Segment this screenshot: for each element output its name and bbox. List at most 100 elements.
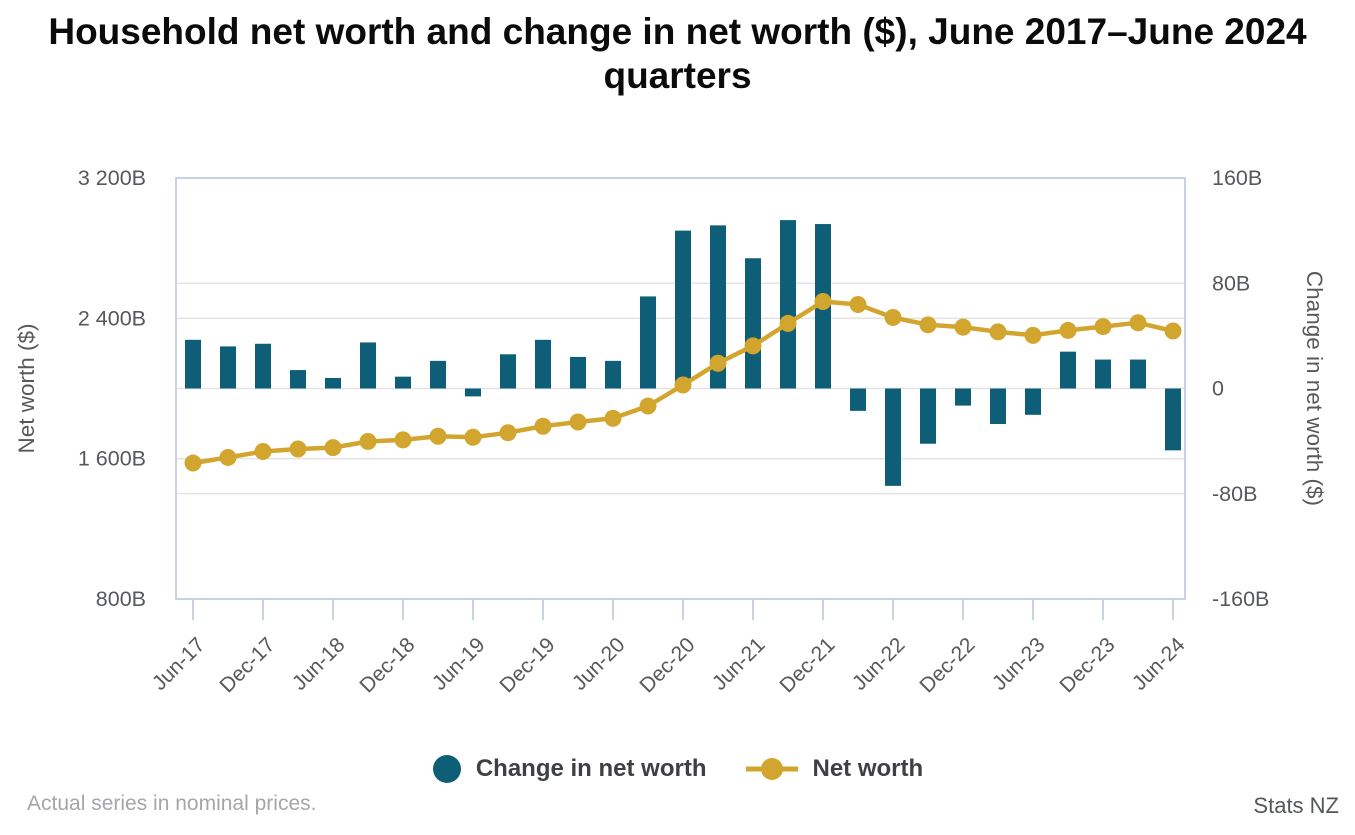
net-worth-point-Jun-23 [1024, 326, 1042, 344]
chart-title-line2: quarters [603, 55, 752, 96]
net-worth-point-Sep-18 [359, 432, 377, 450]
legend-line-swatch-icon [745, 758, 798, 780]
net-worth-point-Dec-21 [814, 292, 832, 310]
net-worth-point-Jun-19 [464, 428, 482, 446]
bar-Sep-21 [780, 220, 796, 389]
bar-Jun-22 [885, 388, 901, 486]
x-tick-label-Dec-17: Dec-17 [215, 633, 279, 697]
x-tick-label-Jun-20: Jun-20 [568, 633, 630, 695]
x-tick-label-Jun-23: Jun-23 [988, 633, 1050, 695]
net-worth-point-Sep-19 [499, 424, 517, 442]
left-axis-title: Net worth ($) [14, 323, 39, 453]
legend-bar-swatch-icon [432, 755, 461, 783]
bar-Mar-23 [990, 388, 1006, 425]
net-worth-point-Jun-22 [884, 308, 902, 326]
net-worth-point-Dec-20 [674, 376, 692, 394]
chart-title-line1: Household net worth and change in net wo… [48, 11, 1307, 52]
net-worth-point-Dec-23 [1094, 318, 1112, 336]
bar-Jun-24 [1165, 388, 1181, 451]
right-axis-title: Change in net worth ($) [1302, 271, 1327, 506]
chart-title: Household net worth and change in net wo… [0, 10, 1355, 98]
bar-Sep-17 [220, 346, 236, 389]
y-left-tick-label-3200: 3 200B [78, 166, 146, 190]
bar-Sep-22 [920, 388, 936, 444]
net-worth-point-Mar-21 [709, 354, 727, 372]
x-tick-label-Jun-21: Jun-21 [708, 633, 770, 695]
net-worth-point-Mar-24 [1129, 314, 1147, 332]
x-tick-label-Dec-18: Dec-18 [355, 633, 419, 697]
y-left-tick-label-2400: 2 400B [78, 306, 146, 330]
bar-Mar-24 [1130, 359, 1146, 389]
y-right-tick-label-160: 160B [1212, 166, 1262, 190]
net-worth-point-Sep-20 [639, 397, 657, 415]
bar-Mar-18 [290, 370, 306, 389]
net-worth-point-Jun-20 [604, 409, 622, 427]
legend-label-change-in-net-worth: Change in net worth [475, 755, 707, 782]
legend-item-net-worth: Net worth [745, 746, 924, 792]
y-right-tick-label-80: 80B [1212, 271, 1250, 295]
bar-Mar-19 [430, 360, 446, 389]
net-worth-point-Mar-18 [289, 440, 307, 458]
net-worth-point-Jun-17 [184, 454, 202, 472]
x-tick-label-Jun-22: Jun-22 [848, 633, 910, 695]
x-tick-label-Jun-19: Jun-19 [428, 633, 490, 695]
y-left-tick-label-800: 800B [96, 587, 146, 611]
legend-label-net-worth: Net worth [812, 755, 924, 782]
net-worth-point-Mar-20 [569, 413, 587, 431]
y-right-tick-label-0: 0 [1212, 377, 1224, 401]
x-tick-label-Dec-22: Dec-22 [915, 633, 979, 697]
bar-Dec-20 [675, 230, 691, 389]
footnote: Actual series in nominal prices. [27, 792, 317, 815]
bar-Mar-22 [850, 388, 866, 411]
x-tick-label-Dec-20: Dec-20 [635, 633, 699, 697]
x-tick-label-Jun-24: Jun-24 [1128, 633, 1190, 695]
legend-item-change-in-net-worth: Change in net worth [432, 746, 707, 792]
bar-Dec-17 [255, 343, 271, 389]
bar-Dec-22 [955, 388, 971, 406]
bar-Sep-23 [1060, 351, 1076, 389]
bar-Sep-19 [500, 354, 516, 389]
bar-Jun-19 [465, 388, 481, 397]
y-right-tick-label--80: -80B [1212, 482, 1257, 506]
x-tick-label-Jun-17: Jun-17 [148, 633, 210, 695]
net-worth-point-Jun-18 [324, 439, 342, 457]
net-worth-point-Dec-17 [254, 442, 272, 460]
bar-Sep-18 [360, 342, 376, 389]
bar-Jun-23 [1025, 388, 1041, 415]
net-worth-point-Dec-19 [534, 417, 552, 435]
net-worth-point-Mar-19 [429, 427, 447, 445]
y-left-tick-label-1600: 1 600B [78, 447, 146, 471]
net-worth-point-Sep-23 [1059, 321, 1077, 339]
plot-border [175, 177, 1186, 600]
bar-Dec-18 [395, 376, 411, 389]
bar-Dec-23 [1095, 359, 1111, 389]
x-tick-label-Dec-21: Dec-21 [775, 633, 839, 697]
x-tick-label-Jun-18: Jun-18 [288, 633, 350, 695]
x-tick-label-Dec-23: Dec-23 [1055, 633, 1119, 697]
bar-Mar-20 [570, 356, 586, 389]
net-worth-point-Sep-17 [219, 448, 237, 466]
bar-Jun-18 [325, 377, 341, 389]
legend-line-dot [760, 758, 783, 780]
net-worth-point-Mar-23 [989, 323, 1007, 341]
net-worth-point-Mar-22 [849, 295, 867, 313]
bar-Mar-21 [710, 225, 726, 389]
net-worth-point-Jun-21 [744, 337, 762, 355]
x-tick-label-Dec-19: Dec-19 [495, 633, 559, 697]
source-attribution: Stats NZ [1253, 793, 1339, 818]
y-right-tick-label--160: -160B [1212, 587, 1269, 611]
net-worth-point-Sep-22 [919, 316, 937, 334]
bar-Jun-21 [745, 258, 761, 389]
net-worth-point-Dec-18 [394, 431, 412, 449]
net-worth-point-Dec-22 [954, 318, 972, 336]
legend: Change in net worth Net worth [0, 746, 1355, 792]
bar-Dec-19 [535, 339, 551, 389]
bar-Jun-20 [605, 360, 621, 389]
net-worth-point-Jun-24 [1164, 322, 1182, 340]
bar-Sep-20 [640, 296, 656, 389]
bar-Jun-17 [185, 339, 201, 389]
net-worth-point-Sep-21 [779, 314, 797, 332]
legend-bar-dot [432, 755, 461, 783]
